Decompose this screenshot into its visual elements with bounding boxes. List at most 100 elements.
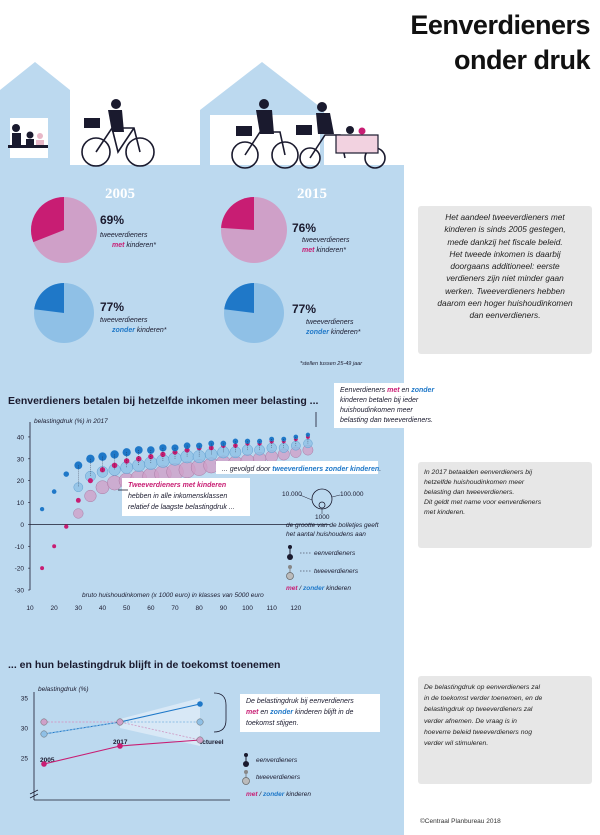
pie-slice-main (30, 197, 64, 243)
chart1-ylabel: belastingdruk (%) in 2017 (34, 418, 108, 425)
chart2-ytick: 25 (21, 756, 29, 763)
year-2015: 2015 (297, 186, 327, 202)
svg-text:eenverdieners: eenverdieners (314, 550, 356, 557)
svg-text:76%: 76% (292, 221, 316, 235)
chart2-lines (40, 698, 204, 767)
pie-label-2005-zonder: 77% tweeverdieners zonder kinderen* (100, 300, 167, 334)
svg-text:eenverdieners: eenverdieners (256, 757, 298, 764)
svg-text:1000: 1000 (315, 514, 330, 521)
data-point (52, 544, 57, 549)
svg-text:tweeverdieners: tweeverdieners (100, 232, 148, 239)
chart1-connectors (78, 434, 309, 488)
info-box-1: Het aandeel tweeverdieners met kinderen i… (418, 206, 592, 354)
svg-text:10.000: 10.000 (282, 491, 302, 498)
footnote: *stellen tussen 25-49 jaar (300, 361, 363, 367)
chart1-xtick: 20 (51, 605, 59, 612)
chart1-xtick: 30 (75, 605, 83, 612)
chart2-category: structureel (190, 739, 224, 746)
info-box-2: In 2017 betaalden eenverdieners bij hetze… (418, 462, 592, 548)
chart2-callout: De belastingdruk bij eenverdieners met e… (213, 692, 380, 733)
pie-2005-zonder (34, 283, 94, 343)
svg-text:met en zonder kinderen blijft: met en zonder kinderen blijft in de (246, 709, 354, 716)
svg-text:toekomst stijgen.: toekomst stijgen. (246, 720, 299, 727)
chart1-ytick: 30 (17, 456, 25, 463)
svg-text:tweeverdieners: tweeverdieners (314, 568, 359, 575)
series-line (43, 721, 200, 735)
chart1-xtick: 60 (147, 605, 155, 612)
svg-text:tweeverdieners: tweeverdieners (306, 319, 354, 326)
svg-text:belasting dan tweeverdieners.: belasting dan tweeverdieners. (340, 417, 433, 424)
chart1-ytick: 0 (20, 522, 24, 529)
pie-charts (30, 197, 287, 343)
data-point (196, 718, 204, 726)
info-box-3: De belastingdruk op eenverdieners zal in … (418, 676, 592, 784)
data-point (116, 718, 124, 726)
chart2-axes: 35 30 25 2005 2017 structureel (21, 692, 230, 801)
chart1-ytick: -20 (15, 566, 25, 573)
data-point (266, 442, 277, 453)
svg-text:Eenverdieners met en zonder: Eenverdieners met en zonder (340, 387, 435, 394)
chart2-legend: eenverdieners tweeverdieners met / zonde… (242, 753, 311, 798)
svg-text:zonder kinderen*: zonder kinderen* (111, 327, 167, 334)
chart1-ytick: 40 (17, 434, 25, 441)
chart1-ytick: 20 (17, 478, 25, 485)
data-point (87, 478, 93, 484)
chart1-xtick: 120 (290, 605, 301, 612)
callout-top: Eenverdieners met en zonder kinderen bet… (315, 383, 440, 428)
copyright: ©Centraal Planbureau 2018 (420, 818, 501, 825)
data-point (51, 489, 57, 494)
pie-2005-met (30, 197, 97, 263)
data-point (117, 743, 123, 749)
svg-text:69%: 69% (100, 213, 124, 227)
pie-2015-met (221, 197, 287, 263)
svg-text:hebben in alle inkomensklassen: hebben in alle inkomensklassen (128, 493, 227, 500)
chart1-xlabel: bruto huishoudinkomen (x 1000 euro) in k… (82, 592, 264, 599)
data-point (99, 467, 106, 473)
svg-text:De belastingdruk bij eenverdie: De belastingdruk bij eenverdieners (246, 698, 354, 705)
data-point (40, 730, 48, 738)
cyclist-icon (84, 99, 124, 132)
callout-low: Tweeverdieners met kinderen hebben in al… (118, 478, 250, 516)
chart2-ytick: 30 (21, 726, 29, 733)
pie-label-2005-met: 69% tweeverdieners met kinderen* (100, 213, 156, 249)
data-point (40, 718, 48, 726)
data-point (232, 438, 239, 445)
chart1-xtick: 90 (220, 605, 228, 612)
svg-text:zonder kinderen*: zonder kinderen* (305, 329, 361, 336)
series-line (44, 721, 201, 741)
chart1-legend: eenverdieners tweeverdieners met / zonde… (286, 545, 359, 592)
chart1-ytick: -30 (15, 588, 25, 595)
page-title: Eenverdieners onder druk (410, 10, 590, 75)
pie-slice-main (224, 283, 254, 313)
chart2-ytick: 35 (21, 696, 29, 703)
data-point (41, 761, 47, 767)
pie-slice-main (34, 283, 64, 313)
svg-text:tweeverdieners: tweeverdieners (302, 237, 350, 244)
pie-2015-zonder (224, 283, 284, 343)
chart2-ylabel: belastingdruk (%) (38, 686, 89, 693)
chart1-xtick: 80 (196, 605, 204, 612)
line-tweeverdieners-met-kinderen (40, 718, 204, 744)
axis-break-icon (29, 789, 39, 799)
callout-mid: ... gevolgd door tweeverdieners zonder k… (216, 461, 381, 474)
data-point (63, 471, 70, 477)
data-point (196, 736, 204, 744)
data-point (84, 489, 97, 503)
svg-text:tweeverdieners: tweeverdieners (256, 774, 301, 781)
svg-text:Tweeverdieners met kinderen: Tweeverdieners met kinderen (128, 482, 226, 489)
svg-text:het aantal huishoudens aan: het aantal huishoudens aan (286, 531, 366, 538)
chart1-xtick: 100 (242, 605, 253, 612)
cyclist-icon-2 (236, 99, 379, 154)
pie-slice-main (221, 197, 254, 230)
data-point (64, 524, 69, 529)
svg-text:de grootte van de bolletjes g: de grootte van de bolletjes geeft (286, 522, 380, 529)
chart2-category: 2017 (113, 739, 128, 746)
background-houses (0, 62, 404, 835)
data-point (197, 701, 203, 707)
svg-text:... gevolgd door tweeverdiener: ... gevolgd door tweeverdieners zonder k… (222, 466, 381, 473)
svg-text:77%: 77% (292, 302, 316, 316)
size-legend: 10.000 1000 100.000 de grootte van de bo… (282, 488, 380, 538)
chart1-xtick: 10 (26, 605, 34, 612)
